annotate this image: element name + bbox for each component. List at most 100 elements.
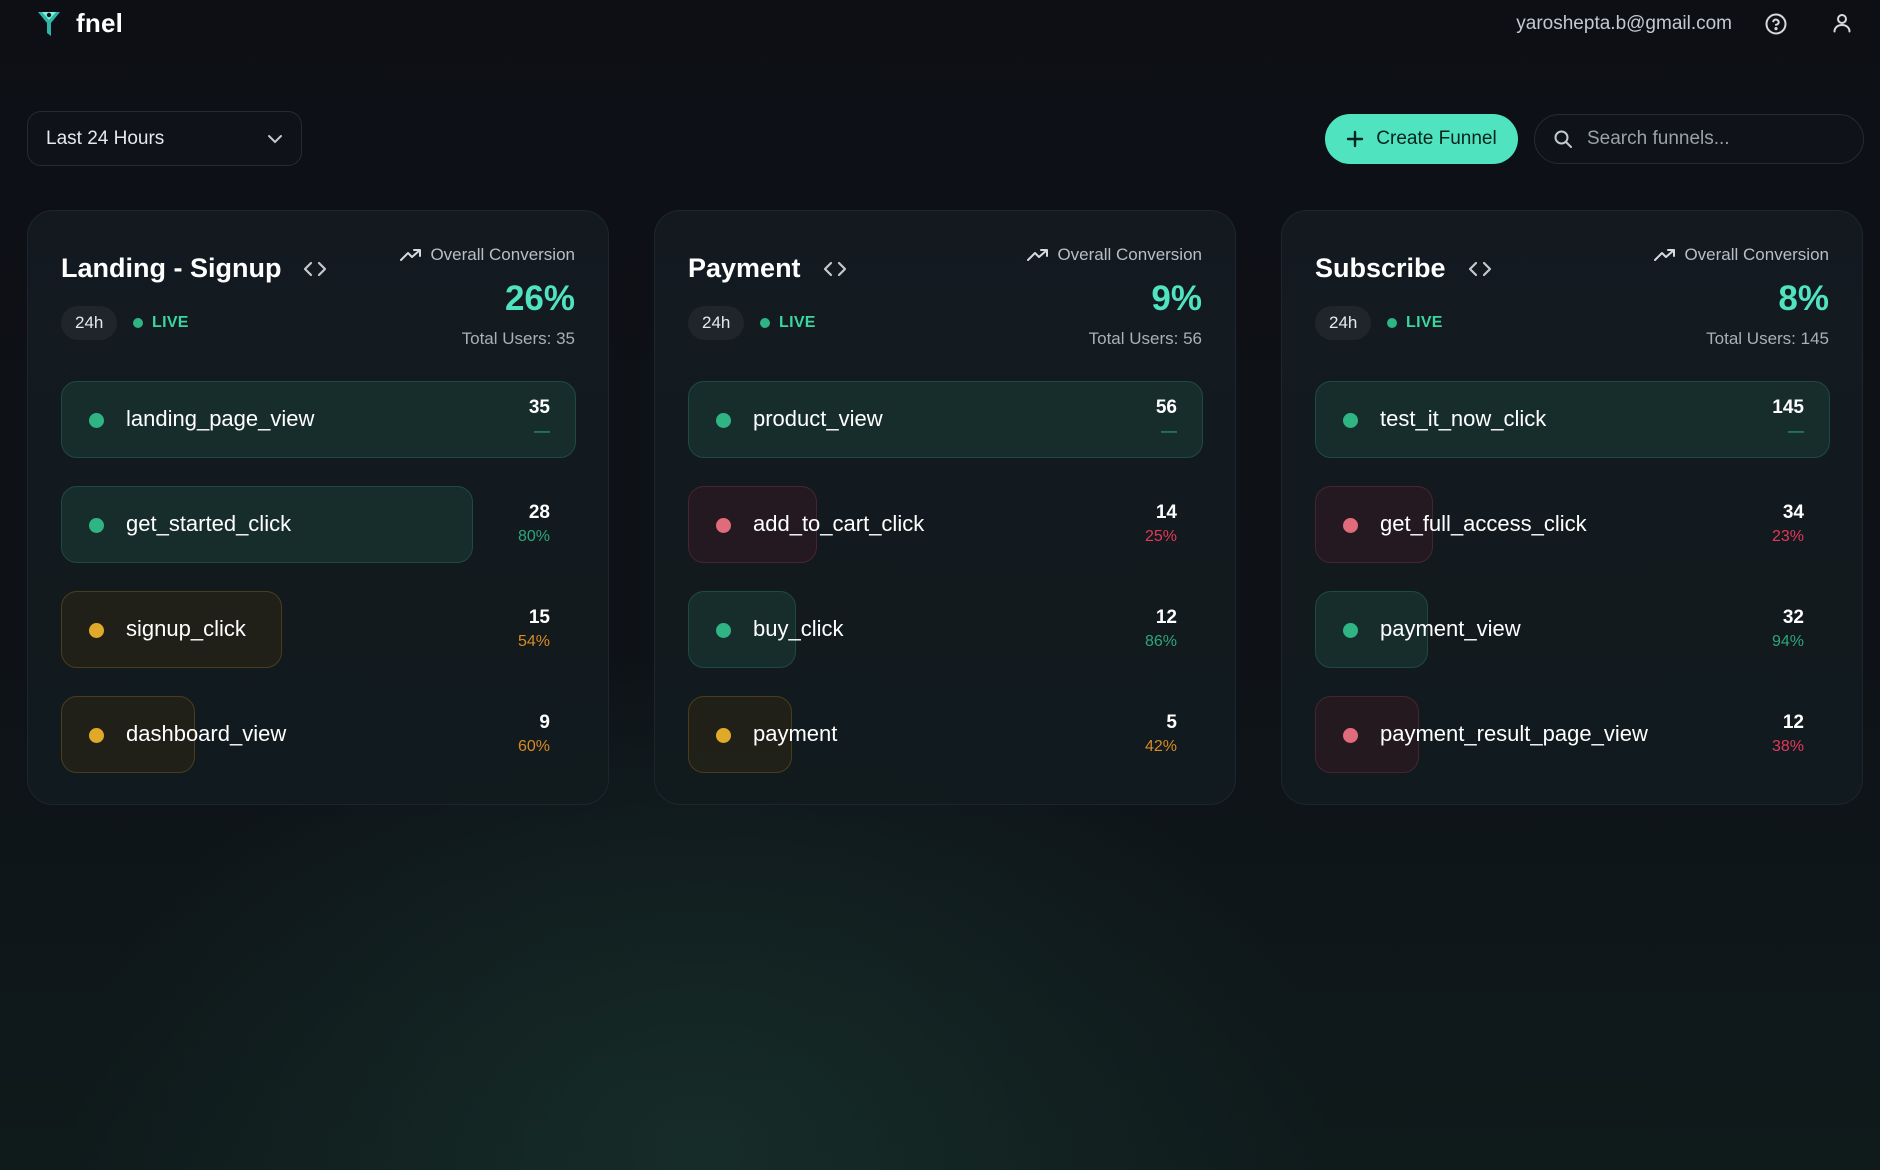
period-badge: 24h xyxy=(61,306,118,340)
code-icon[interactable] xyxy=(823,260,847,278)
search-box[interactable] xyxy=(1534,114,1864,164)
funnel-name: Subscribe xyxy=(1315,253,1446,283)
overall-conversion-value: 8% xyxy=(1778,279,1829,318)
chevron-down-icon xyxy=(268,134,282,143)
funnel-step[interactable]: test_it_now_click 145 — xyxy=(1315,381,1830,458)
step-status-dot-icon xyxy=(89,413,104,428)
live-label: LIVE xyxy=(152,314,189,331)
funnel-step[interactable]: add_to_cart_click 14 25% xyxy=(688,486,1203,563)
trending-up-icon xyxy=(1654,249,1676,261)
app-logo[interactable]: fnel xyxy=(36,8,123,39)
step-bar xyxy=(688,591,796,668)
step-status-dot-icon xyxy=(716,623,731,638)
step-count: 14 xyxy=(1155,502,1177,523)
time-range-select[interactable]: Last 24 Hours xyxy=(27,111,302,166)
step-name: payment_result_page_view xyxy=(1380,721,1648,746)
step-status-dot-icon xyxy=(716,518,731,533)
step-bar xyxy=(61,486,473,563)
overall-conversion-label: Overall Conversion xyxy=(1027,245,1202,265)
step-count: 5 xyxy=(1166,712,1177,733)
step-rate: 94% xyxy=(1771,633,1804,650)
funnel-logo-icon xyxy=(38,11,60,36)
funnel-step[interactable]: get_full_access_click 34 23% xyxy=(1315,486,1830,563)
step-count: 32 xyxy=(1782,607,1804,628)
funnel-step[interactable]: payment_result_page_view 12 38% xyxy=(1315,696,1830,773)
step-status-dot-icon xyxy=(716,413,731,428)
step-count: 34 xyxy=(1782,502,1804,523)
step-status-dot-icon xyxy=(1343,728,1358,743)
step-name: test_it_now_click xyxy=(1380,406,1547,431)
code-icon[interactable] xyxy=(303,260,327,278)
total-users: Total Users: 35 xyxy=(461,329,575,348)
step-status-dot-icon xyxy=(716,728,731,743)
funnel-step[interactable]: landing_page_view 35 — xyxy=(61,381,576,458)
step-name: product_view xyxy=(753,406,883,431)
funnel-step[interactable]: dashboard_view 9 60% xyxy=(61,696,576,773)
step-status-dot-icon xyxy=(1343,623,1358,638)
code-icon[interactable] xyxy=(1468,260,1492,278)
step-bar xyxy=(688,696,792,773)
step-bar xyxy=(61,381,576,458)
step-status-dot-icon xyxy=(89,518,104,533)
live-dot-icon xyxy=(760,318,770,328)
funnel-card[interactable]: Landing - Signup 24h LIVE Overall Conver… xyxy=(27,210,609,805)
plus-icon xyxy=(1347,130,1364,148)
live-label: LIVE xyxy=(779,314,816,331)
step-bar xyxy=(1315,486,1433,563)
search-icon xyxy=(1554,130,1572,148)
step-name: dashboard_view xyxy=(126,721,287,746)
create-funnel-button[interactable]: Create Funnel xyxy=(1325,114,1518,164)
step-bar xyxy=(688,486,817,563)
funnel-step[interactable]: get_started_click 28 80% xyxy=(61,486,576,563)
step-name: signup_click xyxy=(126,616,246,641)
funnel-card[interactable]: Payment 24h LIVE Overall Conversion 9% T… xyxy=(654,210,1236,805)
live-status: LIVE xyxy=(760,314,816,332)
create-funnel-label: Create Funnel xyxy=(1376,128,1497,149)
step-name: get_full_access_click xyxy=(1380,511,1587,536)
search-input[interactable] xyxy=(1587,128,1827,150)
step-count: 28 xyxy=(528,502,550,523)
step-count: 12 xyxy=(1782,712,1804,733)
step-rate: — xyxy=(1788,423,1804,440)
funnel-step[interactable]: buy_click 12 86% xyxy=(688,591,1203,668)
step-status-dot-icon xyxy=(1343,518,1358,533)
step-count: 35 xyxy=(528,397,550,418)
total-users: Total Users: 56 xyxy=(1088,329,1202,348)
funnel-name: Landing - Signup xyxy=(61,253,282,283)
total-users: Total Users: 145 xyxy=(1706,329,1829,348)
funnel-steps: test_it_now_click 145 — get_full_access_… xyxy=(1315,381,1830,801)
top-bar: fnel yaroshepta.b@gmail.com xyxy=(0,0,1880,50)
live-label: LIVE xyxy=(1406,314,1443,331)
step-count: 56 xyxy=(1155,397,1177,418)
live-dot-icon xyxy=(1387,318,1397,328)
funnel-steps: landing_page_view 35 — get_started_click… xyxy=(61,381,576,801)
user-icon[interactable] xyxy=(1830,11,1854,35)
step-bar xyxy=(1315,696,1419,773)
trending-up-icon xyxy=(400,249,422,261)
period-badge: 24h xyxy=(688,306,745,340)
trending-up-icon xyxy=(1027,249,1049,261)
step-count: 145 xyxy=(1772,397,1804,418)
step-rate: 80% xyxy=(517,528,550,545)
step-bar xyxy=(1315,591,1428,668)
funnel-step[interactable]: payment_view 32 94% xyxy=(1315,591,1830,668)
funnel-step[interactable]: product_view 56 — xyxy=(688,381,1203,458)
step-name: payment xyxy=(753,721,838,746)
step-count: 15 xyxy=(528,607,550,628)
step-bar xyxy=(61,696,195,773)
funnel-card[interactable]: Subscribe 24h LIVE Overall Conversion 8%… xyxy=(1281,210,1863,805)
step-status-dot-icon xyxy=(89,728,104,743)
live-dot-icon xyxy=(133,318,143,328)
funnel-steps: product_view 56 — add_to_cart_click 14 2… xyxy=(688,381,1203,801)
step-rate: — xyxy=(534,423,550,440)
step-name: payment_view xyxy=(1380,616,1521,641)
funnel-step[interactable]: signup_click 15 54% xyxy=(61,591,576,668)
funnel-title: Payment xyxy=(688,253,847,284)
live-status: LIVE xyxy=(1387,314,1443,332)
help-circle-icon[interactable] xyxy=(1764,12,1788,36)
step-rate: 25% xyxy=(1144,528,1177,545)
user-email: yaroshepta.b@gmail.com xyxy=(1516,13,1732,34)
step-count: 12 xyxy=(1155,607,1177,628)
overall-conversion-label: Overall Conversion xyxy=(400,245,575,265)
funnel-step[interactable]: payment 5 42% xyxy=(688,696,1203,773)
